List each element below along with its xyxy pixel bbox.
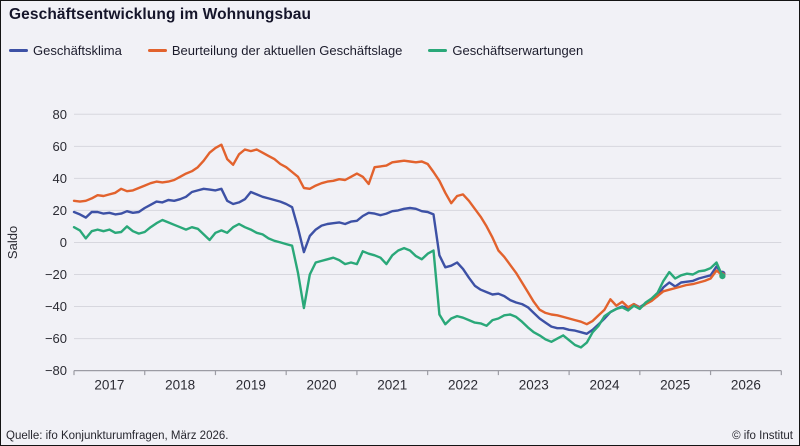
y-axis-tick-label: −80 xyxy=(45,363,67,378)
legend-label: Beurteilung der aktuellen Geschäftslage xyxy=(171,43,403,58)
legend-swatch-blue-icon xyxy=(9,48,28,53)
x-axis-year-label: 2019 xyxy=(236,378,266,393)
legend-label: Geschäftserwartungen xyxy=(452,43,584,58)
x-axis-year-label: 2026 xyxy=(731,378,761,393)
legend-swatch-green-icon xyxy=(428,48,448,53)
legend-label: Geschäftsklima xyxy=(33,43,122,58)
y-axis-title: Saldo xyxy=(5,226,20,259)
series-line-2 xyxy=(72,218,724,349)
y-axis-tick-label: 60 xyxy=(53,139,67,154)
series-line-1 xyxy=(72,143,724,326)
x-axis-year-label: 2024 xyxy=(589,378,620,393)
y-axis-tick-label: −20 xyxy=(45,267,67,282)
y-axis-tick-label: 80 xyxy=(53,107,67,122)
copyright-note: © ifo Institut xyxy=(732,430,793,442)
series-end-marker-2 xyxy=(719,273,726,280)
x-axis-year-label: 2025 xyxy=(660,378,690,393)
x-axis-year-label: 2017 xyxy=(94,378,124,393)
chart-title: Geschäftsentwicklung im Wohnungsbau xyxy=(9,6,312,23)
legend-item-geschaeftsklima: Geschäftsklima xyxy=(9,43,122,58)
y-axis-tick-label: 40 xyxy=(53,171,67,186)
x-axis-year-label: 2022 xyxy=(448,378,478,393)
y-axis-tick-label: 0 xyxy=(60,235,67,250)
source-note: Quelle: ifo Konjunkturumfragen, März 202… xyxy=(6,430,229,442)
x-axis-year-label: 2018 xyxy=(165,378,195,393)
x-axis-year-label: 2023 xyxy=(519,378,549,393)
y-axis-tick-label: −40 xyxy=(45,299,67,314)
y-axis-tick-label: −60 xyxy=(45,331,67,346)
legend: Geschäftsklima Beurteilung der aktuellen… xyxy=(9,43,583,58)
x-axis-year-label: 2021 xyxy=(377,378,407,393)
legend-item-geschaeftslage: Beurteilung der aktuellen Geschäftslage xyxy=(147,43,403,58)
legend-item-geschaeftserwartungen: Geschäftserwartungen xyxy=(428,43,583,58)
x-axis-year-label: 2020 xyxy=(307,378,337,393)
legend-swatch-orange-icon xyxy=(147,48,167,53)
y-axis-tick-label: 20 xyxy=(53,203,67,218)
